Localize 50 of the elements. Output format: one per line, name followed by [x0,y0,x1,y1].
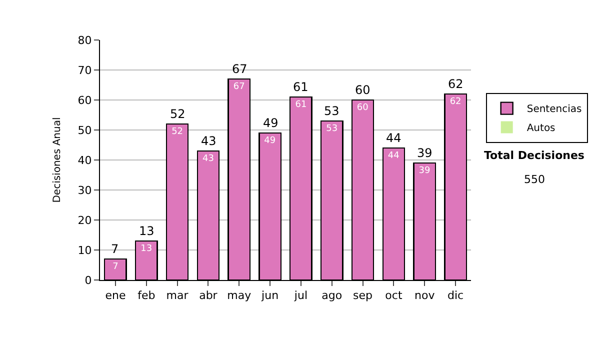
total-label: 39 [417,146,432,160]
x-tick-label: feb [138,289,156,302]
data-label: 7 [112,262,118,272]
y-tick-label: 0 [84,274,92,287]
total-label: 67 [232,62,248,76]
legend-label: Sentencias [526,104,582,116]
y-tick-label: 50 [78,124,92,137]
data-label: 60 [356,103,369,113]
y-tick-label: 20 [78,214,92,227]
x-tick-label: dic [447,289,464,302]
text: 550 [524,173,545,186]
legend-label: Autos [526,123,556,134]
x-tick-label: sep [353,289,373,302]
total-label: 13 [139,224,154,238]
text: Total Decisiones [484,149,585,162]
y-axis-title: Decisiones Anual [52,117,63,203]
data-label: 39 [418,166,430,176]
y-tick-label: 40 [78,154,92,167]
x-tick-label: mar [166,289,189,302]
y-tick-label: 70 [78,64,92,77]
x-tick-label: nov [414,289,436,302]
y-tick-label: 60 [78,94,92,107]
x-tick-label: jun [260,289,279,302]
total-label: 62 [448,77,464,91]
x-tick-label: may [227,289,252,302]
y-tick-label: 10 [78,244,92,257]
data-label: 67 [233,82,245,92]
total-label: 60 [355,83,370,97]
x-tick-label: abr [199,289,218,302]
total-label: 7 [111,242,119,256]
x-tick-label: oct [385,289,403,302]
y-tick-label: 30 [78,184,92,197]
data-label: 43 [202,154,214,164]
total-label: 44 [386,131,402,145]
data-label: 13 [140,244,152,254]
x-tick-label: jul [293,289,308,302]
data-label: 52 [172,127,184,137]
data-label: 53 [326,124,338,134]
data-label: 49 [264,136,276,146]
total-label: 53 [324,104,340,118]
data-label: 62 [450,97,462,107]
x-tick-label: ago [322,289,342,302]
total-label: 61 [293,80,308,94]
data-label: 44 [388,151,400,161]
y-tick-label: 80 [78,34,92,47]
total-label: 49 [263,116,278,130]
x-tick-label: ene [105,289,126,302]
data-label: 61 [295,100,307,110]
total-label: 43 [201,134,216,148]
total-label: 52 [170,107,186,121]
